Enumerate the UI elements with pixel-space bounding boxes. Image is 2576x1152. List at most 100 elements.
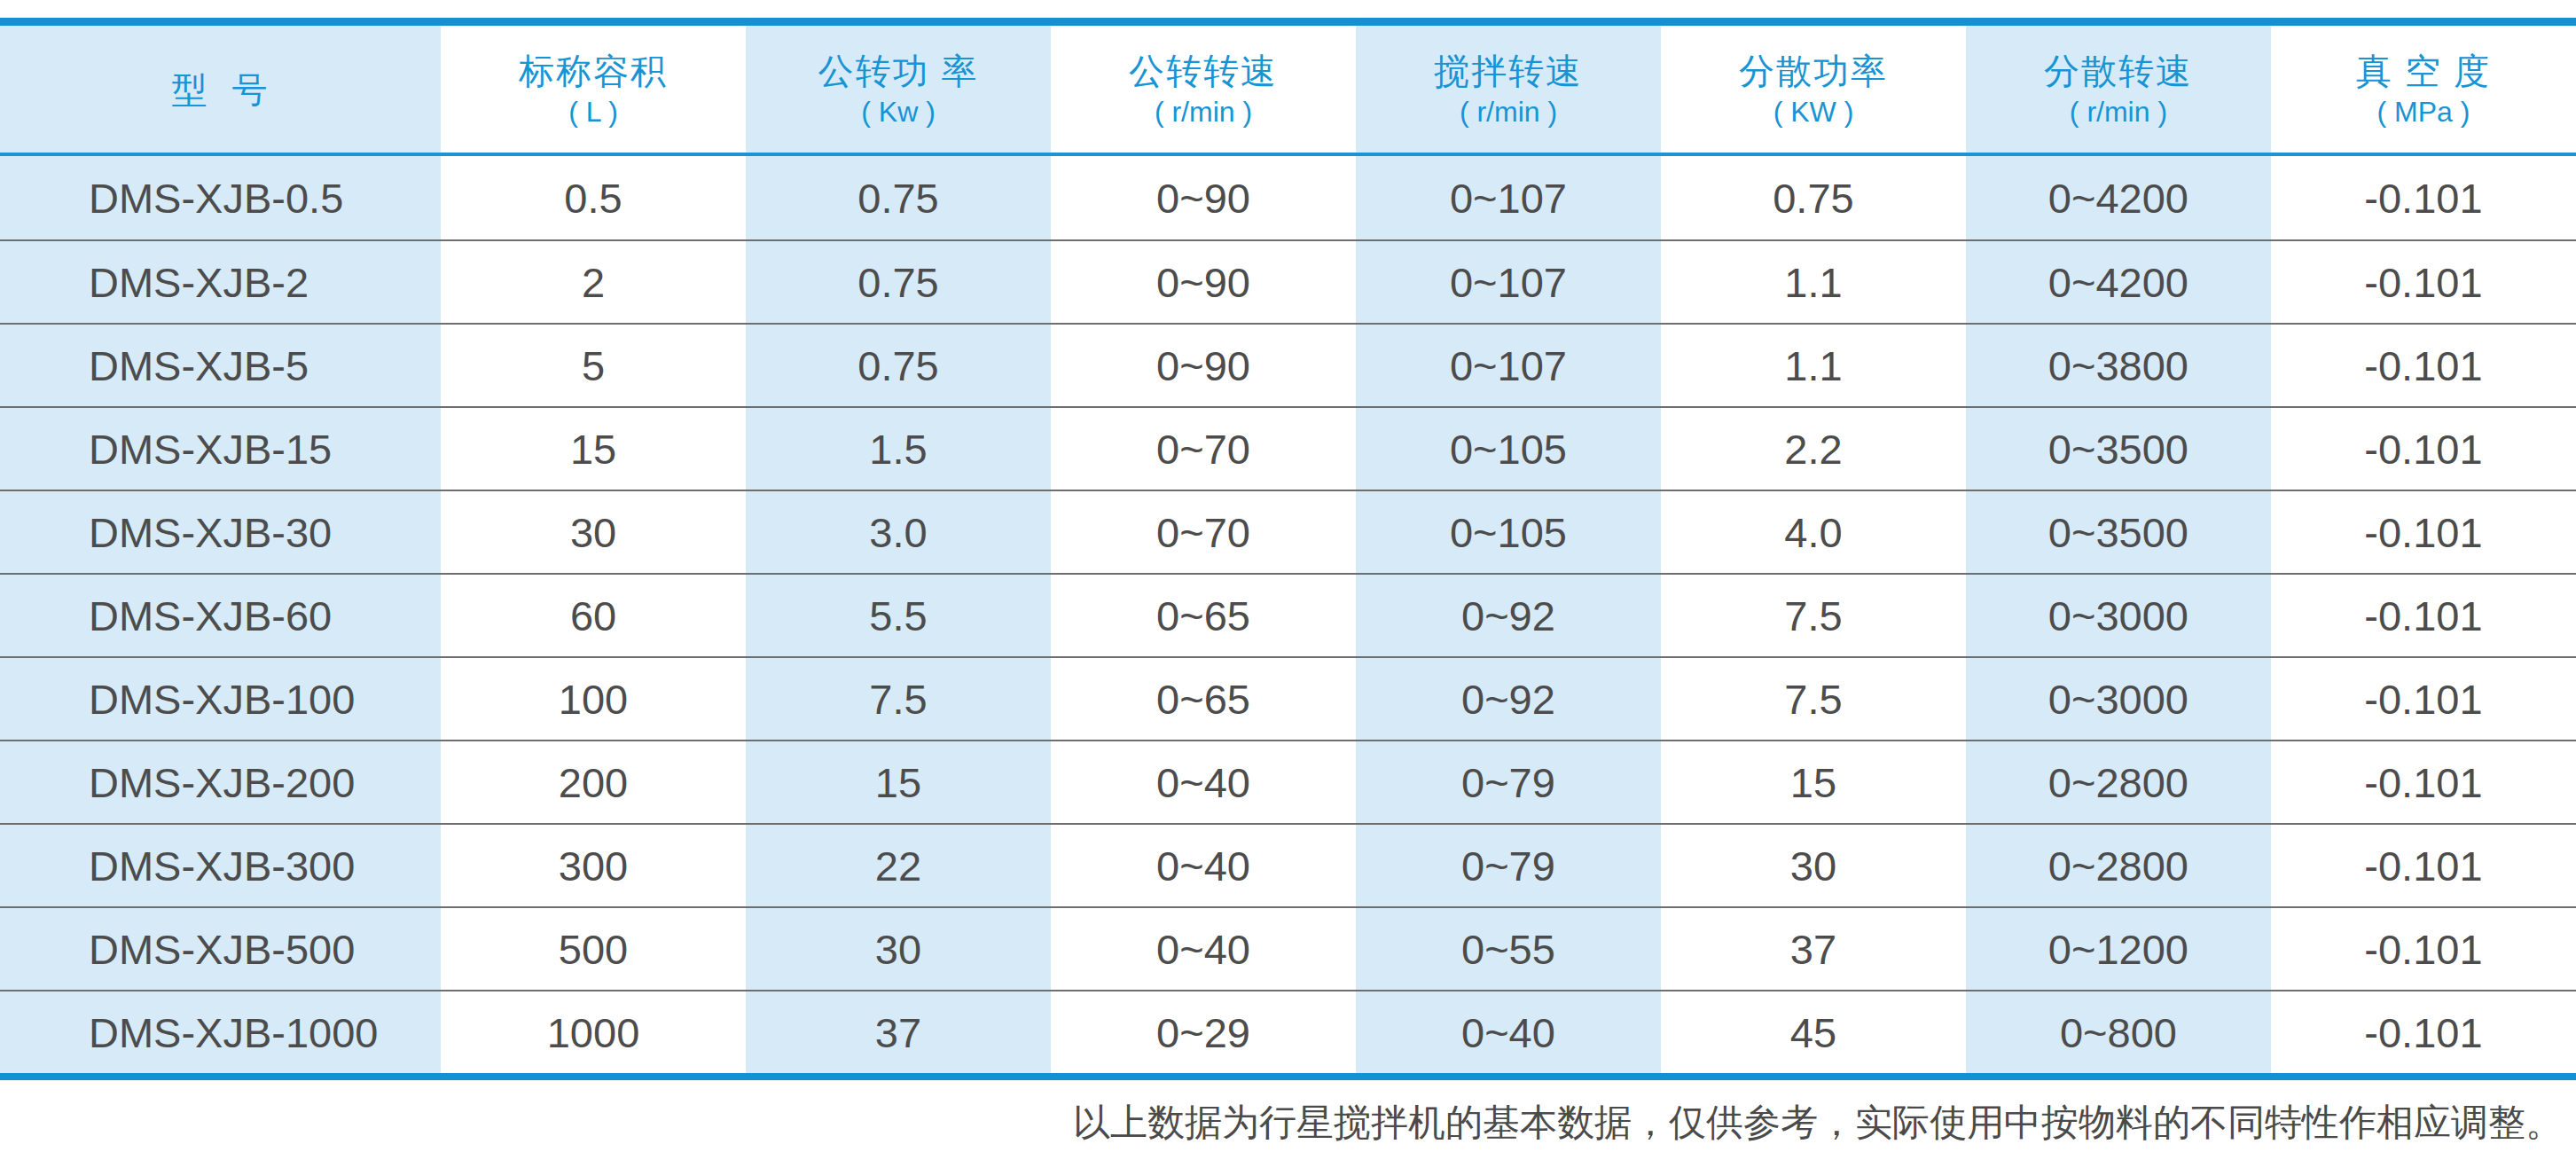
cell-stirring-speed: 0~107 bbox=[1356, 241, 1661, 323]
table-bottom-border bbox=[0, 1073, 2576, 1080]
cell-revolution-power: 30 bbox=[746, 908, 1051, 990]
table-row: DMS-XJB-100 100 7.5 0~65 0~92 7.5 0~3000… bbox=[0, 656, 2576, 740]
cell-vacuum: -0.101 bbox=[2271, 408, 2576, 490]
table-row: DMS-XJB-60 60 5.5 0~65 0~92 7.5 0~3000 -… bbox=[0, 573, 2576, 656]
column-header-vacuum: 真 空 度 ( MPa ) bbox=[2271, 26, 2576, 153]
cell-volume: 15 bbox=[441, 408, 746, 490]
cell-volume: 500 bbox=[441, 908, 746, 990]
column-header-label: 公转转速 bbox=[1129, 51, 1278, 91]
cell-model: DMS-XJB-100 bbox=[0, 658, 441, 740]
cell-dispersion-speed: 0~800 bbox=[1966, 991, 2271, 1073]
cell-stirring-speed: 0~40 bbox=[1356, 991, 1661, 1073]
cell-dispersion-speed: 0~3000 bbox=[1966, 575, 2271, 656]
cell-dispersion-power: 4.0 bbox=[1661, 491, 1966, 573]
cell-revolution-power: 3.0 bbox=[746, 491, 1051, 573]
cell-revolution-power: 37 bbox=[746, 991, 1051, 1073]
column-header-revolution-power: 公转功 率 ( Kw ) bbox=[746, 26, 1051, 153]
cell-stirring-speed: 0~79 bbox=[1356, 825, 1661, 906]
cell-model: DMS-XJB-60 bbox=[0, 575, 441, 656]
cell-revolution-speed: 0~70 bbox=[1051, 491, 1356, 573]
table-top-border bbox=[0, 18, 2576, 26]
cell-revolution-power: 0.75 bbox=[746, 241, 1051, 323]
cell-revolution-power: 1.5 bbox=[746, 408, 1051, 490]
cell-model: DMS-XJB-5 bbox=[0, 325, 441, 406]
cell-revolution-power: 0.75 bbox=[746, 156, 1051, 239]
table-header-row: 型 号 标称容积 ( L ) 公转功 率 ( Kw ) 公转转速 ( r/min… bbox=[0, 26, 2576, 153]
table-row: DMS-XJB-300 300 22 0~40 0~79 30 0~2800 -… bbox=[0, 823, 2576, 906]
cell-stirring-speed: 0~92 bbox=[1356, 575, 1661, 656]
table-row: DMS-XJB-500 500 30 0~40 0~55 37 0~1200 -… bbox=[0, 906, 2576, 990]
column-header-unit: ( L ) bbox=[568, 97, 618, 128]
cell-dispersion-speed: 0~3500 bbox=[1966, 491, 2271, 573]
column-header-model: 型 号 bbox=[0, 26, 441, 153]
column-header-dispersion-power: 分散功率 ( KW ) bbox=[1661, 26, 1966, 153]
cell-revolution-power: 15 bbox=[746, 741, 1051, 823]
column-header-label: 标称容积 bbox=[519, 51, 668, 91]
cell-volume: 30 bbox=[441, 491, 746, 573]
table-row: DMS-XJB-15 15 1.5 0~70 0~105 2.2 0~3500 … bbox=[0, 406, 2576, 490]
cell-model: DMS-XJB-15 bbox=[0, 408, 441, 490]
table-row: DMS-XJB-30 30 3.0 0~70 0~105 4.0 0~3500 … bbox=[0, 490, 2576, 573]
cell-vacuum: -0.101 bbox=[2271, 491, 2576, 573]
cell-dispersion-power: 37 bbox=[1661, 908, 1966, 990]
cell-dispersion-power: 2.2 bbox=[1661, 408, 1966, 490]
cell-revolution-speed: 0~65 bbox=[1051, 658, 1356, 740]
cell-dispersion-speed: 0~3800 bbox=[1966, 325, 2271, 406]
column-header-revolution-speed: 公转转速 ( r/min ) bbox=[1051, 26, 1356, 153]
table-row: DMS-XJB-5 5 0.75 0~90 0~107 1.1 0~3800 -… bbox=[0, 323, 2576, 406]
cell-revolution-speed: 0~70 bbox=[1051, 408, 1356, 490]
column-header-label: 分散功率 bbox=[1739, 51, 1888, 91]
cell-revolution-speed: 0~90 bbox=[1051, 156, 1356, 239]
column-header-volume: 标称容积 ( L ) bbox=[441, 26, 746, 153]
cell-stirring-speed: 0~107 bbox=[1356, 156, 1661, 239]
cell-revolution-speed: 0~40 bbox=[1051, 825, 1356, 906]
cell-dispersion-power: 1.1 bbox=[1661, 325, 1966, 406]
column-header-label: 分散转速 bbox=[2044, 51, 2193, 91]
cell-revolution-speed: 0~65 bbox=[1051, 575, 1356, 656]
cell-vacuum: -0.101 bbox=[2271, 908, 2576, 990]
cell-dispersion-speed: 0~4200 bbox=[1966, 241, 2271, 323]
cell-volume: 200 bbox=[441, 741, 746, 823]
cell-volume: 100 bbox=[441, 658, 746, 740]
cell-stirring-speed: 0~79 bbox=[1356, 741, 1661, 823]
cell-vacuum: -0.101 bbox=[2271, 325, 2576, 406]
cell-dispersion-power: 0.75 bbox=[1661, 156, 1966, 239]
cell-revolution-power: 22 bbox=[746, 825, 1051, 906]
cell-stirring-speed: 0~55 bbox=[1356, 908, 1661, 990]
cell-volume: 300 bbox=[441, 825, 746, 906]
cell-vacuum: -0.101 bbox=[2271, 741, 2576, 823]
column-header-label: 搅拌转速 bbox=[1434, 51, 1583, 91]
cell-dispersion-power: 45 bbox=[1661, 991, 1966, 1073]
cell-revolution-power: 7.5 bbox=[746, 658, 1051, 740]
cell-vacuum: -0.101 bbox=[2271, 575, 2576, 656]
cell-vacuum: -0.101 bbox=[2271, 241, 2576, 323]
cell-volume: 5 bbox=[441, 325, 746, 406]
cell-volume: 2 bbox=[441, 241, 746, 323]
cell-model: DMS-XJB-1000 bbox=[0, 991, 441, 1073]
cell-model: DMS-XJB-2 bbox=[0, 241, 441, 323]
column-header-label: 公转功 率 bbox=[818, 51, 978, 91]
table-row: DMS-XJB-0.5 0.5 0.75 0~90 0~107 0.75 0~4… bbox=[0, 156, 2576, 239]
column-header-unit: ( r/min ) bbox=[1155, 97, 1252, 128]
cell-revolution-power: 5.5 bbox=[746, 575, 1051, 656]
column-header-unit: ( r/min ) bbox=[1460, 97, 1557, 128]
cell-dispersion-speed: 0~3500 bbox=[1966, 408, 2271, 490]
cell-model: DMS-XJB-500 bbox=[0, 908, 441, 990]
table-row: DMS-XJB-2 2 0.75 0~90 0~107 1.1 0~4200 -… bbox=[0, 239, 2576, 323]
cell-revolution-power: 0.75 bbox=[746, 325, 1051, 406]
cell-dispersion-power: 7.5 bbox=[1661, 575, 1966, 656]
cell-revolution-speed: 0~90 bbox=[1051, 325, 1356, 406]
cell-volume: 0.5 bbox=[441, 156, 746, 239]
cell-model: DMS-XJB-200 bbox=[0, 741, 441, 823]
cell-stirring-speed: 0~107 bbox=[1356, 325, 1661, 406]
column-header-dispersion-speed: 分散转速 ( r/min ) bbox=[1966, 26, 2271, 153]
cell-model: DMS-XJB-300 bbox=[0, 825, 441, 906]
cell-vacuum: -0.101 bbox=[2271, 991, 2576, 1073]
cell-dispersion-speed: 0~2800 bbox=[1966, 741, 2271, 823]
cell-revolution-speed: 0~40 bbox=[1051, 741, 1356, 823]
cell-revolution-speed: 0~29 bbox=[1051, 991, 1356, 1073]
column-header-unit: ( MPa ) bbox=[2376, 97, 2470, 128]
cell-volume: 60 bbox=[441, 575, 746, 656]
cell-revolution-speed: 0~40 bbox=[1051, 908, 1356, 990]
cell-stirring-speed: 0~92 bbox=[1356, 658, 1661, 740]
